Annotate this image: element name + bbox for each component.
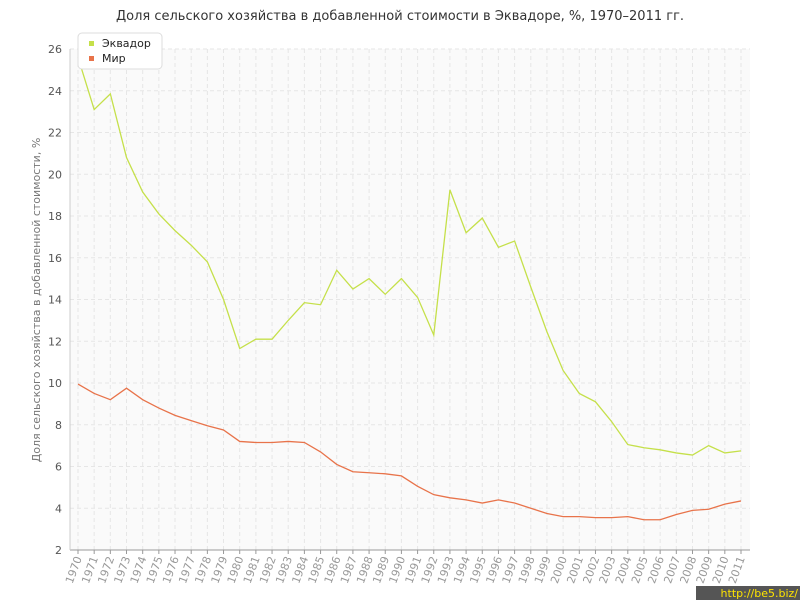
y-axis-label: Доля сельского хозяйства в добавленной с… [30, 138, 43, 463]
y-tick-label: 10 [48, 377, 62, 390]
y-tick-label: 20 [48, 168, 62, 181]
series-line [77, 57, 742, 456]
legend-label: Мир [102, 52, 126, 65]
y-tick-label: 12 [48, 335, 62, 348]
y-tick-label: 16 [48, 252, 62, 265]
legend-swatch [89, 41, 94, 46]
series-line [77, 383, 742, 521]
y-tick-label: 26 [48, 43, 62, 56]
y-tick-label: 18 [48, 210, 62, 223]
y-tick-label: 14 [48, 294, 62, 307]
y-tick-label: 2 [55, 544, 62, 557]
legend-swatch [89, 56, 94, 61]
y-tick-label: 4 [55, 502, 62, 515]
y-tick-label: 22 [48, 127, 62, 140]
legend-label: Эквадор [102, 37, 151, 50]
watermark-bg [696, 586, 800, 600]
legend-box [77, 32, 163, 70]
watermark: http://be5.biz/ [721, 587, 799, 600]
y-tick-label: 8 [55, 419, 62, 432]
y-tick-label: 6 [55, 461, 62, 474]
chart-title: Доля сельского хозяйства в добавленной с… [116, 9, 684, 24]
y-tick-label: 24 [48, 85, 62, 98]
